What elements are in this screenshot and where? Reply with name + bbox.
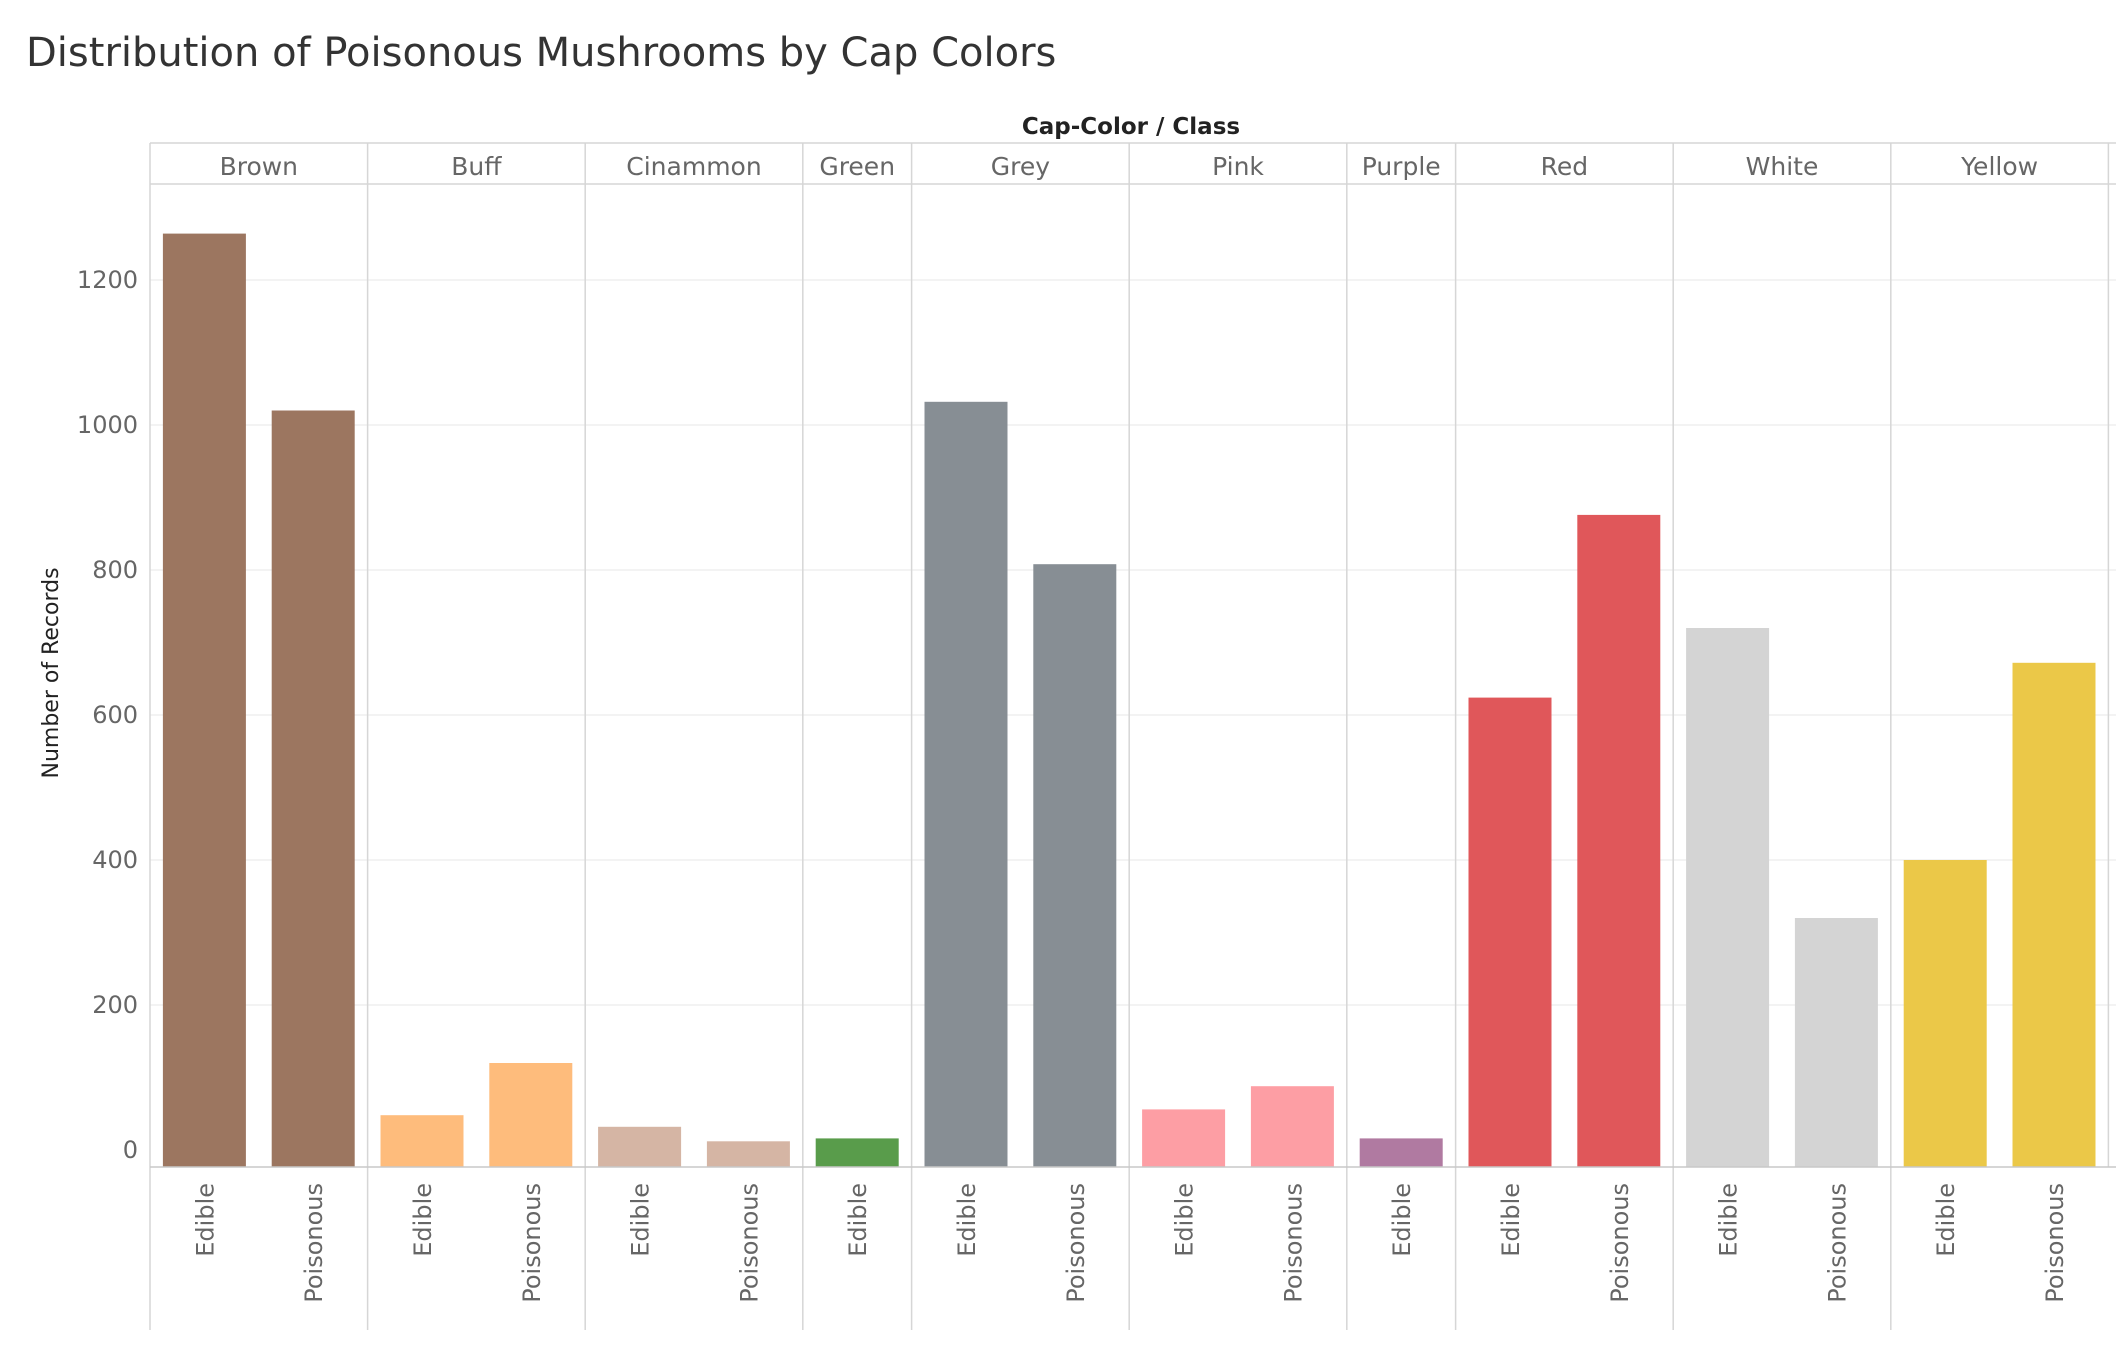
- class-label: Edible: [844, 1183, 872, 1257]
- column-header-label: Cap-Color / Class: [1022, 114, 1240, 140]
- bar: [1903, 860, 1987, 1167]
- category-label: Cinammon: [626, 152, 761, 181]
- class-label: Edible: [1388, 1183, 1416, 1257]
- category-label: Buff: [451, 152, 502, 181]
- category-label: Pink: [1212, 152, 1264, 181]
- class-label: Poisonous: [1823, 1183, 1851, 1303]
- y-tick-label: 400: [92, 846, 138, 874]
- y-tick-label: 1200: [77, 266, 138, 294]
- class-label: Edible: [1715, 1183, 1743, 1257]
- bar: [1686, 628, 1770, 1167]
- gridlines: [150, 279, 2116, 1006]
- y-tick-label: 800: [92, 556, 138, 584]
- category-label: White: [1746, 152, 1819, 181]
- class-label: Edible: [1497, 1183, 1525, 1257]
- class-label: Poisonous: [1279, 1183, 1307, 1303]
- bar: [1794, 918, 1878, 1167]
- class-label: Poisonous: [1606, 1183, 1634, 1303]
- class-label: Poisonous: [735, 1183, 763, 1303]
- class-label: Poisonous: [518, 1183, 546, 1303]
- class-label: Edible: [1932, 1183, 1960, 1257]
- bar: [1577, 514, 1661, 1167]
- bar: [1359, 1138, 1443, 1167]
- category-label: Yellow: [1960, 152, 2038, 181]
- y-tick-label: 200: [92, 991, 138, 1019]
- y-axis-title: Number of Records: [39, 567, 64, 778]
- bar: [489, 1063, 573, 1167]
- bar: [162, 233, 246, 1168]
- chart-title: Distribution of Poisonous Mushrooms by C…: [26, 30, 1057, 76]
- class-label: Edible: [627, 1183, 655, 1257]
- bar: [2012, 662, 2096, 1167]
- bar: [1033, 564, 1117, 1167]
- class-label: Poisonous: [2041, 1183, 2069, 1303]
- bar: [271, 410, 355, 1167]
- category-label: Purple: [1362, 152, 1441, 181]
- y-tick-label: 0: [123, 1136, 138, 1164]
- chart-frame: [149, 142, 2116, 1330]
- bar: [1250, 1086, 1334, 1167]
- class-label: Edible: [1171, 1183, 1199, 1257]
- bar: [598, 1126, 682, 1167]
- class-label: Poisonous: [1062, 1183, 1090, 1303]
- bar: [815, 1138, 899, 1167]
- class-label: Poisonous: [300, 1183, 328, 1303]
- category-label: Brown: [220, 152, 298, 181]
- class-label: Edible: [953, 1183, 981, 1257]
- bar: [380, 1115, 464, 1167]
- bars: [162, 233, 2096, 1168]
- labels: 0 200 400 600 800 1000 1200 Brown Edible Poisonou…: [77, 152, 2069, 1303]
- category-label: Grey: [991, 152, 1050, 181]
- bar: [924, 401, 1008, 1167]
- class-label: Edible: [409, 1183, 437, 1257]
- y-tick-label: 1000: [77, 411, 138, 439]
- bar: [706, 1141, 790, 1167]
- y-tick-label: 600: [92, 701, 138, 729]
- bar: [1468, 697, 1552, 1167]
- class-label: Edible: [191, 1183, 219, 1257]
- bar: [1142, 1109, 1226, 1167]
- category-label: Red: [1541, 152, 1589, 181]
- category-label: Green: [819, 152, 895, 181]
